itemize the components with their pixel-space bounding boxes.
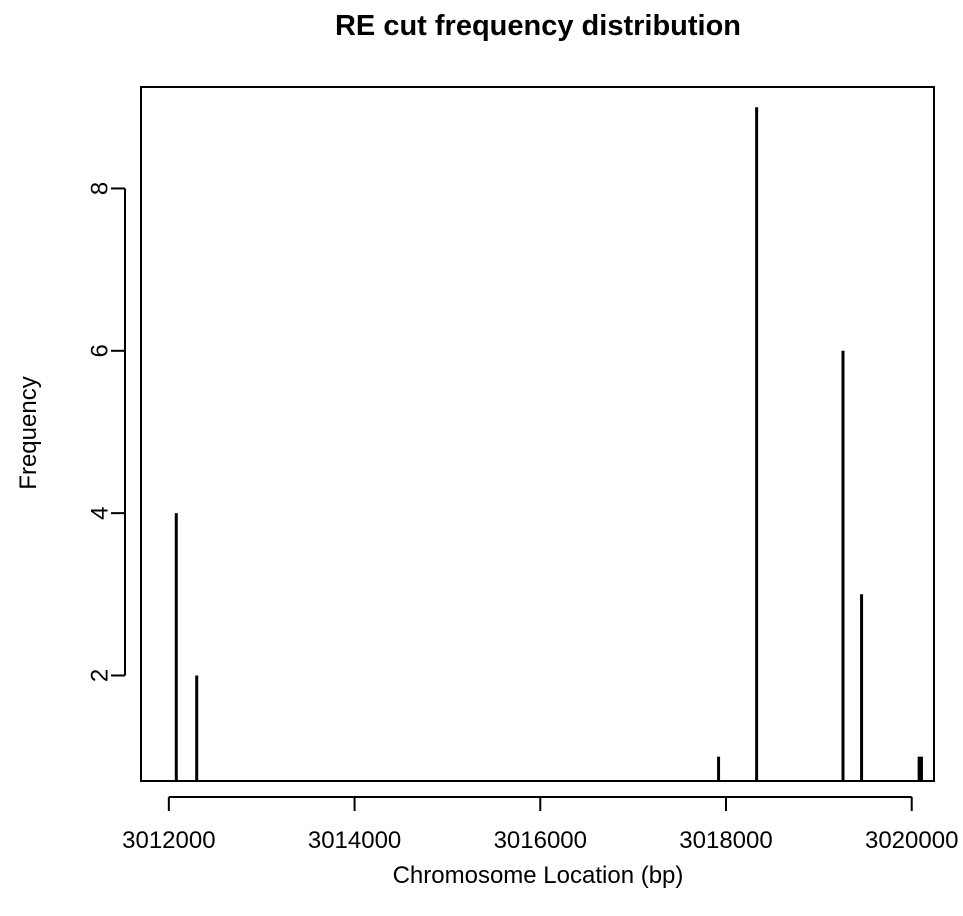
x-tick-label-0: 3012000 xyxy=(122,827,215,854)
y-axis: 2 4 6 8 xyxy=(87,182,126,682)
y-axis-label: Frequency xyxy=(15,376,42,489)
bars-layer xyxy=(174,107,923,781)
y-tick-label-0: 2 xyxy=(87,669,114,682)
y-tick-label-3: 8 xyxy=(87,182,114,195)
x-tick-label-2: 3016000 xyxy=(494,827,587,854)
x-tick-label-4: 3020000 xyxy=(865,827,958,854)
chart-title: RE cut frequency distribution xyxy=(335,10,741,42)
y-tick-label-2: 6 xyxy=(87,344,114,357)
x-tick-label-1: 3014000 xyxy=(308,827,401,854)
plot-frame xyxy=(140,86,935,782)
x-tick-label-3: 3018000 xyxy=(679,827,772,854)
y-tick-label-1: 4 xyxy=(87,506,114,519)
x-axis: 3012000 3014000 3016000 3018000 3020000 xyxy=(122,796,958,854)
x-axis-label: Chromosome Location (bp) xyxy=(393,862,684,889)
